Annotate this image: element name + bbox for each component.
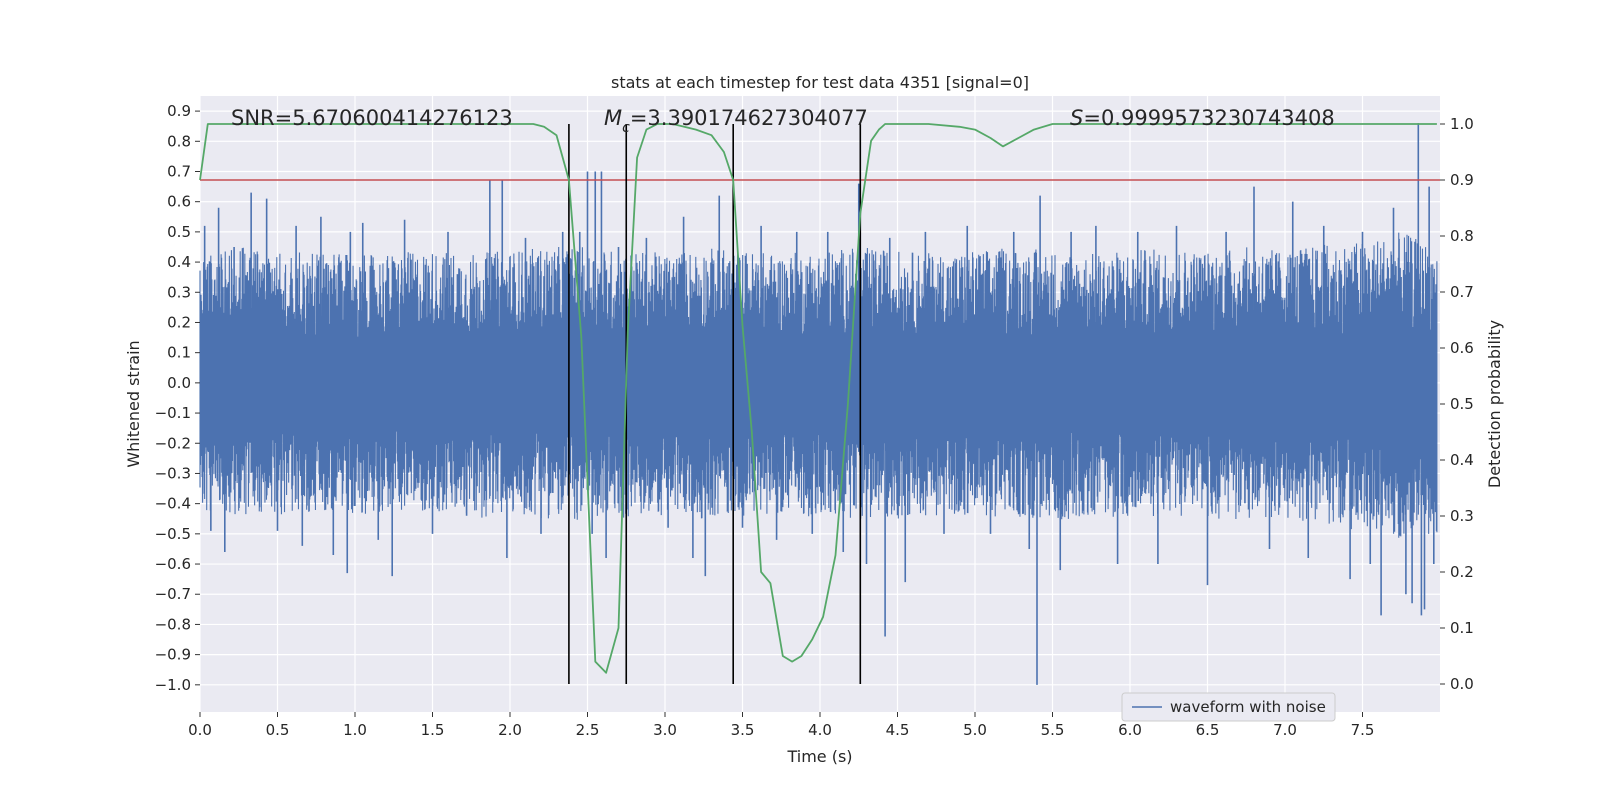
x-tick-label: 4.0 — [808, 721, 832, 739]
y-axis-label: Whitened strain — [124, 340, 143, 467]
y-tick-label: −0.3 — [155, 464, 191, 482]
y2-tick-label: 0.9 — [1450, 171, 1474, 189]
y-tick-label: −0.6 — [155, 555, 191, 573]
legend-label: waveform with noise — [1170, 698, 1326, 716]
y2-tick-label: 0.7 — [1450, 283, 1474, 301]
y2-tick-label: 1.0 — [1450, 115, 1474, 133]
s-annotation: S=0.9999573230743408 — [1070, 106, 1335, 130]
x-tick-label: 5.5 — [1041, 721, 1065, 739]
x-tick-label: 6.0 — [1118, 721, 1142, 739]
y2-tick-label: 0.1 — [1450, 619, 1474, 637]
y-tick-label: 0.5 — [167, 223, 191, 241]
chirp-mass-symbol: M — [604, 106, 622, 130]
x-tick-label: 6.5 — [1196, 721, 1220, 739]
y2-tick-label: 0.5 — [1450, 395, 1474, 413]
legend-box — [1121, 692, 1336, 722]
chart-title: stats at each timestep for test data 435… — [611, 73, 1029, 92]
x-tick-label: 0.0 — [188, 721, 212, 739]
s-value: =0.9999573230743408 — [1083, 106, 1334, 130]
y-tick-label: 0.3 — [167, 283, 191, 301]
x-tick-label: 0.5 — [266, 721, 290, 739]
y2-tick-label: 0.8 — [1450, 227, 1474, 245]
x-tick-label: 4.5 — [886, 721, 910, 739]
x-axis-ticks: 0.0 0.5 1.0 1.5 2.0 2.5 3.0 3.5 4.0 4.5 5.0 5.5 6.0 6… — [188, 712, 1374, 739]
x-tick-label: 7.5 — [1351, 721, 1375, 739]
y-tick-label: 0.4 — [167, 253, 191, 271]
x-tick-label: 1.0 — [343, 721, 367, 739]
waveform-series — [199, 123, 1438, 685]
x-axis-label: Time (s) — [786, 747, 852, 766]
y2-tick-label: 0.3 — [1450, 507, 1474, 525]
y-axis-ticks: 0.9 0.8 0.7 0.6 0.5 0.4 0.3 0.2 0.1 0.0 −0.1 −0.2 −0… — [155, 102, 200, 694]
probability-line — [199, 123, 1437, 674]
y-tick-label: −0.5 — [155, 525, 191, 543]
y-tick-label: 0.2 — [167, 313, 191, 331]
x-tick-label: 2.0 — [498, 721, 522, 739]
chirp-mass-value: =3.390174627304077 — [630, 106, 868, 130]
chirp-mass-annotation: Mc=3.390174627304077 — [604, 106, 868, 136]
y-tick-label: 0.7 — [167, 162, 191, 180]
y-tick-label: 0.8 — [167, 132, 191, 150]
y-tick-label: −0.2 — [155, 434, 191, 452]
waveform-line — [199, 232, 1438, 538]
y-tick-label: −0.7 — [155, 585, 191, 603]
x-tick-label: 5.0 — [963, 721, 987, 739]
x-tick-label: 7.0 — [1273, 721, 1297, 739]
y2-tick-label: 0.4 — [1450, 451, 1474, 469]
y-tick-label: −0.1 — [155, 404, 191, 422]
y-tick-label: −0.4 — [155, 495, 191, 513]
y2-tick-label: 0.2 — [1450, 563, 1474, 581]
y-tick-label: −0.9 — [155, 646, 191, 664]
y-tick-label: 0.0 — [167, 374, 191, 392]
legend: waveform with noise — [1121, 692, 1336, 722]
y-tick-label: −0.8 — [155, 615, 191, 633]
s-symbol: S — [1070, 106, 1083, 130]
y-tick-label: 0.9 — [167, 102, 191, 120]
x-tick-label: 2.5 — [576, 721, 600, 739]
y2-axis-label: Detection probability — [1485, 320, 1504, 488]
y-tick-label: −1.0 — [155, 676, 191, 694]
y2-axis-ticks: 1.0 0.9 0.8 0.7 0.6 0.5 0.4 0.3 0.2 0.1 0.0 — [1440, 115, 1474, 693]
y2-tick-label: 0.6 — [1450, 339, 1474, 357]
chirp-mass-subscript: c — [622, 120, 630, 136]
probability-series — [199, 123, 1437, 674]
y2-tick-label: 0.0 — [1450, 675, 1474, 693]
x-tick-label: 3.5 — [731, 721, 755, 739]
x-tick-label: 3.0 — [653, 721, 677, 739]
x-tick-label: 1.5 — [421, 721, 445, 739]
snr-annotation: SNR=5.670600414276123 — [231, 106, 513, 130]
y-tick-label: 0.6 — [167, 193, 191, 211]
y-tick-label: 0.1 — [167, 344, 191, 362]
